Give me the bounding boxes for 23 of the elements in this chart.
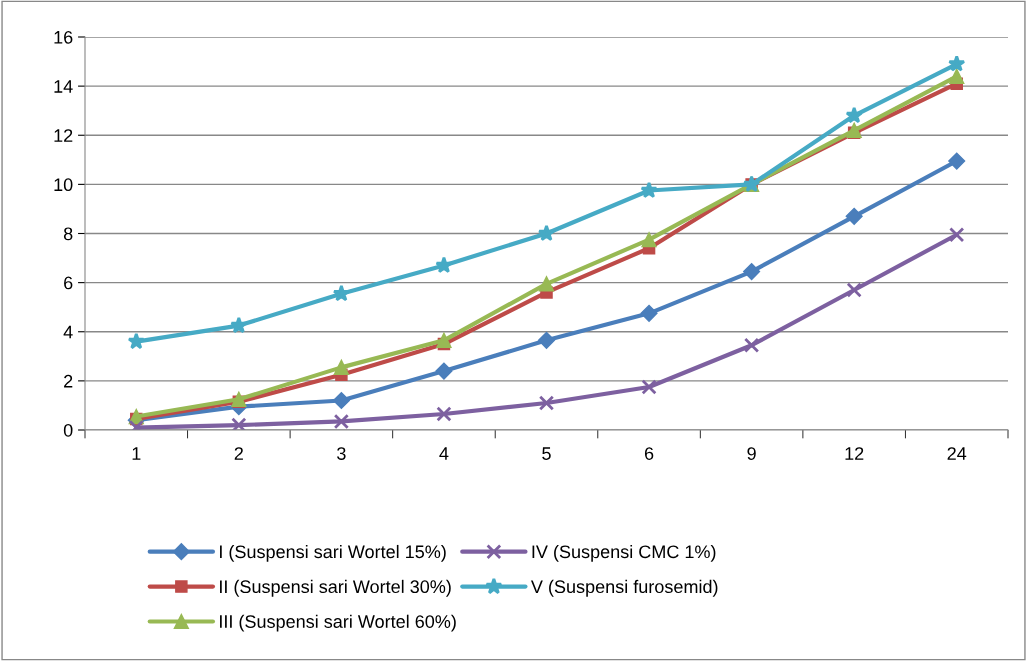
legend-label: I (Suspensi sari Wortel 15%) [220,544,446,562]
legend-label: II (Suspensi sari Wortel 30%) [220,579,451,597]
y-tick-label: 0 [63,423,73,437]
x-tick-label: 4 [439,447,449,460]
legend-label: IV (Suspensi CMC 1%) [532,544,716,562]
x-tick-label: 9 [747,447,756,460]
legend-label: III (Suspensi sari Wortel 60%) [220,614,456,632]
y-tick-label: 16 [54,30,73,44]
y-tick-label: 6 [64,276,73,290]
y-tick-label: 2 [64,374,73,388]
x-tick-label: 6 [644,447,654,460]
legend-label: V (Suspensi furosemid) [530,579,718,597]
x-tick-label: 2 [234,447,243,460]
y-tick-label: 12 [54,129,73,142]
y-tick-label: 8 [63,227,73,241]
x-tick-label: 3 [337,447,346,460]
x-tick-label: 5 [542,447,551,460]
x-tick-label: 12 [845,447,864,460]
x-tick-label: 24 [947,447,967,460]
y-tick-label: 4 [63,325,73,339]
y-tick-label: 14 [54,80,73,93]
x-tick-label: 1 [132,447,141,460]
y-tick-label: 10 [54,178,73,192]
